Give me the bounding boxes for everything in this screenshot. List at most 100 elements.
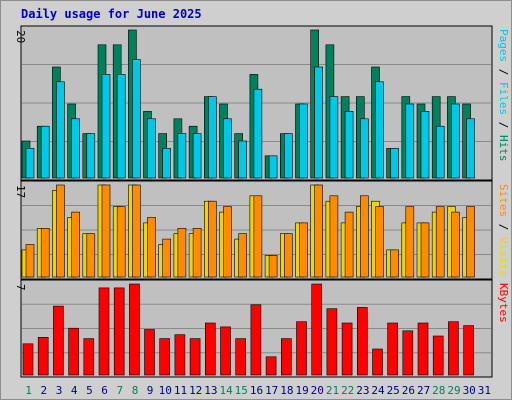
bar-files-day-1 [25,148,35,179]
bar-kbytes-day-11 [174,334,186,376]
bar-kbytes-day-5 [83,338,95,376]
day-label: 4 [71,384,78,397]
bar-kbytes-day-14 [220,326,231,376]
bar-files-day-24 [375,81,384,179]
bar-files-day-10 [162,148,171,179]
panel-sites-visits: 17 Sites / Visits [14,180,510,280]
day-label: 1 [25,384,32,397]
bar-kbytes-day-7 [113,287,125,376]
scale-max-label: 20 [14,30,27,43]
day-label: 29 [447,384,460,397]
legend-item-hits: Hits [497,135,510,162]
legend-kbytes: KBytes [497,283,510,323]
bar-visits-day-29 [451,211,460,278]
bar-visits-day-2 [40,228,50,278]
bar-visits-day-25 [390,249,399,278]
legend-item-sites: Sites [497,184,510,217]
day-label: 16 [250,384,263,397]
legend-separator: / [497,115,510,135]
bar-visits-day-17 [268,255,278,278]
day-label: 24 [371,384,385,397]
day-label: 22 [341,384,354,397]
bar-kbytes-day-28 [432,335,444,376]
day-label: 2 [40,384,47,397]
day-label: 6 [101,384,108,397]
bar-visits-day-6 [101,184,111,278]
bar-kbytes-day-25 [387,322,398,376]
bar-kbytes-day-16 [250,304,262,376]
chart-title: Daily usage for June 2025 [21,7,202,21]
bar-files-day-3 [56,81,65,179]
bar-kbytes-day-3 [53,305,64,376]
bar-visits-day-9 [147,217,156,278]
bar-visits-day-4 [71,211,80,278]
day-label: 7 [116,384,123,397]
bar-files-day-28 [435,125,445,179]
legend-item-kbytes: KBytes [497,283,510,323]
bar-files-day-6 [101,74,111,179]
day-label: 3 [56,384,63,397]
scale-max-label: 7 [14,284,27,291]
bar-files-day-26 [405,103,415,179]
bar-files-day-12 [192,133,202,179]
day-label: 27 [417,384,430,397]
bar-kbytes-day-23 [356,307,368,376]
bar-kbytes-day-20 [311,283,323,376]
day-label: 8 [132,384,139,397]
bar-files-day-13 [208,96,217,179]
bar-visits-day-21 [329,195,339,278]
bar-visits-day-20 [314,184,324,278]
legend-item-visits: Visits [497,237,510,277]
day-label: 15 [235,384,248,397]
bar-files-day-27 [420,111,430,179]
day-label: 28 [432,384,445,397]
day-label: 30 [463,384,476,397]
legend-item-pages: Pages [497,29,510,62]
panel-hits-files: 20 Pages / Files / Hits [14,25,510,181]
bar-files-day-15 [238,140,247,179]
bar-kbytes-day-24 [372,348,383,376]
bar-visits-day-7 [116,206,126,278]
bar-files-day-11 [177,133,187,179]
day-label: 23 [356,384,369,397]
bar-visits-day-10 [162,238,171,278]
bar-kbytes-day-15 [235,338,246,376]
day-label: 5 [86,384,93,397]
day-label: 20 [311,384,324,397]
bar-files-day-2 [40,125,50,179]
bar-files-day-23 [359,118,369,179]
bar-files-day-14 [223,118,232,179]
bar-visits-day-15 [238,233,247,278]
day-label: 21 [326,384,339,397]
bar-kbytes-day-26 [402,330,414,376]
scale-max-label: 17 [14,185,27,198]
bar-files-day-7 [116,74,126,179]
bar-files-day-22 [344,111,354,179]
bar-visits-day-1 [25,244,35,278]
bar-kbytes-day-17 [265,356,277,376]
legend-item-files: Files [497,82,510,115]
bar-files-day-5 [86,133,96,179]
bar-files-day-18 [283,133,293,179]
bar-visits-day-22 [344,211,354,278]
bar-kbytes-day-10 [159,338,170,376]
bar-kbytes-day-30 [463,325,474,376]
day-label: 10 [159,384,172,397]
bar-visits-day-27 [420,222,430,278]
bar-visits-day-12 [192,228,202,278]
bar-kbytes-day-9 [144,329,155,376]
day-label: 17 [265,384,278,397]
legend-hits-files: Pages / Files / Hits [497,29,510,162]
bar-visits-day-13 [208,200,217,278]
bar-files-day-16 [253,88,263,179]
bar-kbytes-day-13 [205,322,216,376]
bar-visits-day-28 [435,206,445,278]
bar-visits-day-3 [56,184,65,278]
day-label: 18 [280,384,293,397]
bar-files-day-29 [451,103,460,179]
bar-kbytes-day-2 [37,336,49,376]
day-label: 25 [387,384,400,397]
bar-kbytes-day-1 [22,343,34,376]
